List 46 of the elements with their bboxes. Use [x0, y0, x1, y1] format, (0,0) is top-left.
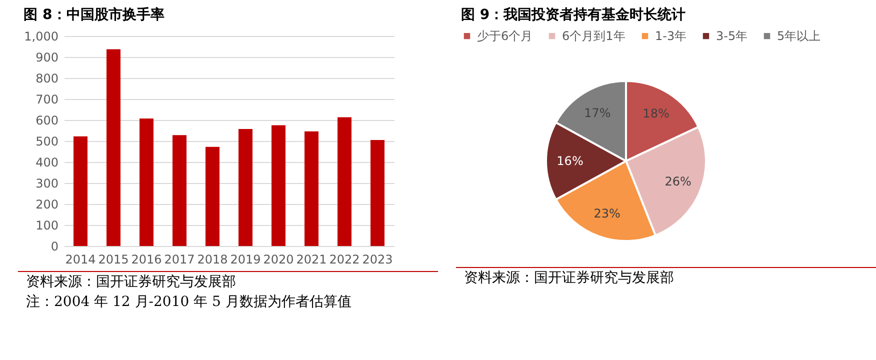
legend-label: 少于6个月: [477, 29, 533, 44]
bar: [106, 49, 120, 246]
y-tick-label: 900: [36, 50, 58, 64]
y-tick-label: 600: [36, 114, 58, 128]
x-tick-label: 2018: [197, 252, 228, 266]
y-tick-label: 300: [36, 176, 58, 190]
legend-label: 3-5年: [716, 29, 748, 44]
chart-title: 图 8：中国股市换手率: [24, 6, 164, 23]
bar: [238, 129, 252, 246]
y-tick-label: 800: [36, 72, 58, 86]
x-tick-label: 2016: [131, 252, 162, 266]
bar: [272, 125, 286, 246]
y-tick-label: 400: [36, 156, 58, 170]
chart-title: 图 9：我国投资者持有基金时长统计: [461, 6, 686, 23]
data-label: 26%: [664, 174, 692, 189]
legend-label: 1-3年: [655, 29, 687, 44]
bar: [338, 117, 352, 246]
x-tick-label: 2021: [296, 252, 327, 266]
bar: [74, 136, 88, 246]
legend-label: 6个月到1年: [562, 29, 626, 44]
bar: [304, 131, 318, 246]
x-tick-label: 2019: [230, 252, 261, 266]
y-tick-label: 0: [50, 240, 58, 254]
x-tick-label: 2020: [263, 252, 294, 266]
bar: [370, 140, 384, 246]
data-label: 18%: [642, 106, 670, 121]
bar: [140, 118, 154, 246]
y-tick-label: 500: [36, 134, 58, 148]
text: 资料来源：国开证券研究与发展部: [464, 269, 675, 288]
y-tick-label: 700: [36, 92, 58, 106]
x-tick-label: 2015: [98, 252, 129, 266]
y-tick-label: 200: [36, 198, 58, 212]
text: 注：2004 年 12 月-2010 年 5 月数据为作者估算值: [26, 293, 352, 312]
y-tick-label: 1,000: [24, 30, 58, 44]
text: 资料来源：国开证券研究与发展部: [26, 273, 237, 292]
x-tick-label: 2014: [65, 252, 96, 266]
legend-label: 5年以上: [777, 29, 821, 44]
y-tick-label: 100: [36, 218, 58, 232]
x-tick-label: 2017: [164, 252, 195, 266]
data-label: 23%: [594, 206, 620, 221]
data-label: 17%: [584, 106, 611, 120]
data-label: 16%: [556, 154, 584, 168]
bar: [172, 135, 186, 246]
bar: [206, 146, 220, 246]
x-tick-label: 2023: [362, 252, 393, 266]
x-tick-label: 2022: [329, 252, 360, 266]
